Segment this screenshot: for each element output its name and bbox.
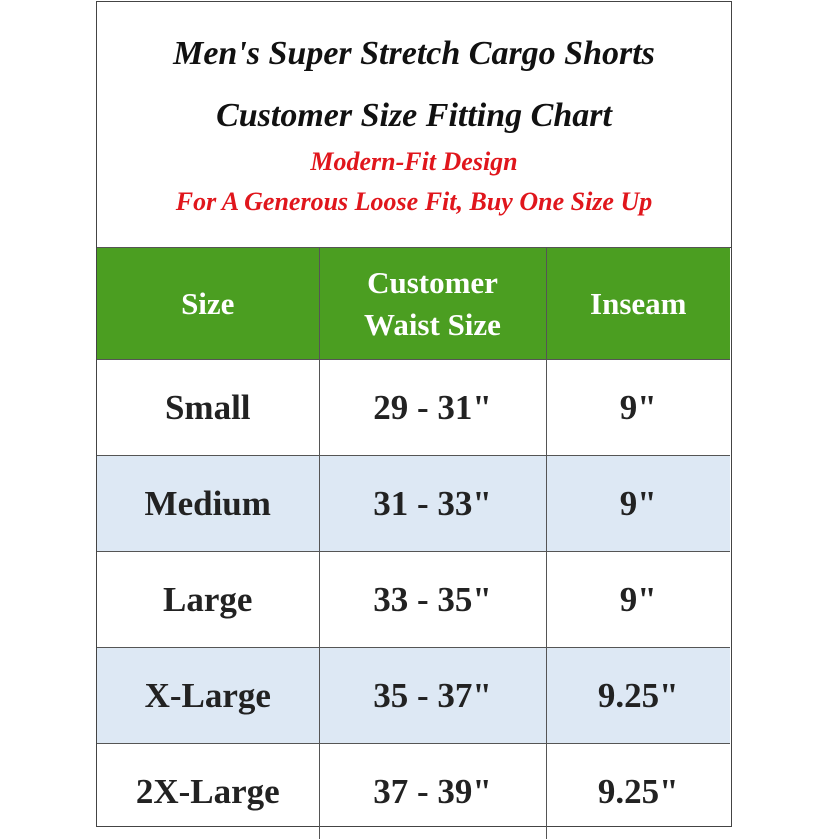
header-inseam: Inseam xyxy=(546,248,730,360)
size-cell: Small xyxy=(97,360,319,456)
size-cell: X-Large xyxy=(97,648,319,744)
size-cell: Large xyxy=(97,552,319,648)
inseam-cell: 9.25" xyxy=(546,648,730,744)
waist-cell: 33 - 35" xyxy=(319,552,546,648)
table-row: Medium 31 - 33" 9" xyxy=(97,456,730,552)
waist-cell: 31 - 33" xyxy=(319,456,546,552)
subtitle-line-2: For A Generous Loose Fit, Buy One Size U… xyxy=(97,187,731,217)
title-box: Men's Super Stretch Cargo Shorts Custome… xyxy=(97,2,731,248)
table-row: Large 33 - 35" 9" xyxy=(97,552,730,648)
waist-cell: 35 - 37" xyxy=(319,648,546,744)
header-waist: Customer Waist Size xyxy=(319,248,546,360)
waist-cell: 29 - 31" xyxy=(319,360,546,456)
header-row: Size Customer Waist Size Inseam xyxy=(97,248,730,360)
subtitle-line-1: Modern-Fit Design xyxy=(97,147,731,177)
size-table: Size Customer Waist Size Inseam Small 29… xyxy=(97,247,730,839)
inseam-cell: 9" xyxy=(546,456,730,552)
title-line-1: Men's Super Stretch Cargo Shorts xyxy=(97,35,731,73)
inseam-cell: 9.25" xyxy=(546,744,730,839)
inseam-cell: 9" xyxy=(546,360,730,456)
size-chart: Men's Super Stretch Cargo Shorts Custome… xyxy=(96,1,732,827)
table-row: 2X-Large 37 - 39" 9.25" xyxy=(97,744,730,839)
table-row: X-Large 35 - 37" 9.25" xyxy=(97,648,730,744)
inseam-cell: 9" xyxy=(546,552,730,648)
size-cell: 2X-Large xyxy=(97,744,319,839)
waist-cell: 37 - 39" xyxy=(319,744,546,839)
header-waist-label: Customer Waist Size xyxy=(348,262,518,346)
table-row: Small 29 - 31" 9" xyxy=(97,360,730,456)
size-cell: Medium xyxy=(97,456,319,552)
header-size: Size xyxy=(97,248,319,360)
title-line-2: Customer Size Fitting Chart xyxy=(97,97,731,135)
